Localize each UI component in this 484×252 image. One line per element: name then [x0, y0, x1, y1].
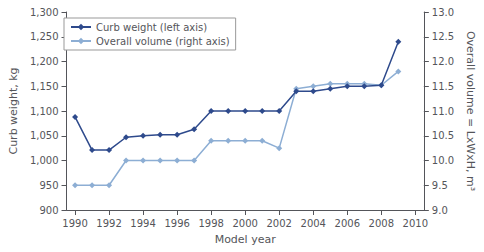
svg-text:1,050: 1,050 [30, 130, 59, 141]
svg-text:12.5: 12.5 [432, 31, 454, 42]
svg-text:Overall volume = LxWxH, m³: Overall volume = LxWxH, m³ [464, 31, 477, 191]
svg-text:2008: 2008 [369, 218, 394, 229]
svg-text:11.0: 11.0 [432, 106, 454, 117]
svg-text:2002: 2002 [266, 218, 291, 229]
svg-text:1998: 1998 [198, 218, 223, 229]
svg-text:1994: 1994 [130, 218, 155, 229]
svg-text:13.0: 13.0 [432, 7, 454, 18]
svg-text:1,000: 1,000 [30, 155, 59, 166]
svg-text:2010: 2010 [403, 218, 428, 229]
svg-text:Curb weight, kg: Curb weight, kg [7, 67, 20, 154]
svg-text:2000: 2000 [232, 218, 257, 229]
svg-text:Model year: Model year [215, 233, 277, 246]
svg-text:1,250: 1,250 [30, 31, 59, 42]
svg-text:1,200: 1,200 [30, 56, 59, 67]
svg-text:1,150: 1,150 [30, 81, 59, 92]
svg-text:9.5: 9.5 [432, 180, 448, 191]
svg-text:900: 900 [39, 205, 58, 216]
svg-text:950: 950 [39, 180, 58, 191]
svg-text:2004: 2004 [301, 218, 326, 229]
svg-text:1992: 1992 [96, 218, 121, 229]
svg-text:1,100: 1,100 [30, 106, 59, 117]
svg-text:Curb weight (left axis): Curb weight (left axis) [96, 22, 207, 33]
svg-text:1,300: 1,300 [30, 7, 59, 18]
svg-text:Overall volume (right axis): Overall volume (right axis) [96, 36, 230, 47]
svg-text:1990: 1990 [62, 218, 87, 229]
svg-text:10.0: 10.0 [432, 155, 454, 166]
svg-text:11.5: 11.5 [432, 81, 454, 92]
svg-text:12.0: 12.0 [432, 56, 454, 67]
svg-text:1996: 1996 [164, 218, 189, 229]
svg-text:9.0: 9.0 [432, 205, 448, 216]
svg-text:2006: 2006 [335, 218, 360, 229]
svg-text:10.5: 10.5 [432, 130, 454, 141]
